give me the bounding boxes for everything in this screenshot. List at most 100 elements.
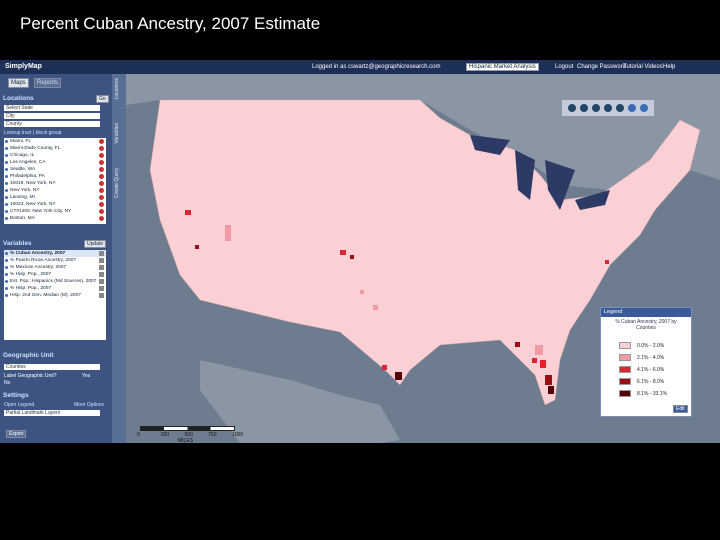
profile-select[interactable]: Hispanic Market Analysis <box>466 63 539 71</box>
delete-icon[interactable] <box>99 139 104 144</box>
scale-label: 750 <box>208 432 217 438</box>
delete-icon[interactable] <box>99 216 104 221</box>
delete-icon[interactable] <box>99 265 104 270</box>
section-title: Settings <box>3 392 29 399</box>
text-input[interactable]: City <box>4 113 100 119</box>
logo: SimplyMap <box>5 63 42 70</box>
variable-item[interactable]: Est. Pop.: Hispanics (Md Sources), 2007 <box>4 278 106 285</box>
text-input[interactable]: County <box>4 121 100 127</box>
delete-icon[interactable] <box>99 258 104 263</box>
delete-icon[interactable] <box>99 286 104 291</box>
delete-icon[interactable] <box>99 251 104 256</box>
scale-label: 500 <box>184 432 193 438</box>
delete-icon[interactable] <box>99 167 104 172</box>
legend-item: 8.1% - 33.1% <box>619 390 689 398</box>
edit-button[interactable]: Edit <box>673 405 688 413</box>
mexico <box>200 360 400 443</box>
more-options-link[interactable]: More Options <box>74 402 105 408</box>
menu-link[interactable]: Logout <box>555 64 574 70</box>
variable-item[interactable]: % Cuban Ancestry, 2007 <box>4 250 106 257</box>
location-item[interactable]: Chicago, IL <box>4 152 106 159</box>
delete-icon[interactable] <box>99 195 104 200</box>
variable-item[interactable]: % Mexican Ancestry, 2007 <box>4 264 106 271</box>
section-title: Variables <box>3 240 32 247</box>
legend-swatch <box>619 366 631 373</box>
high-percentage-counties <box>185 210 609 394</box>
location-item[interactable]: Los Angeles, CA <box>4 159 106 166</box>
location-item[interactable]: Seattle, WA <box>4 166 106 173</box>
export-button[interactable]: Export <box>6 430 27 438</box>
tab[interactable]: Reports <box>34 78 62 88</box>
delete-icon[interactable] <box>99 160 104 165</box>
variable-item[interactable]: % Hisp. Pop., 2007 <box>4 271 106 278</box>
delete-icon[interactable] <box>99 209 104 214</box>
variable-item[interactable]: Hisp. 2nd Gen. Median (M), 2007 <box>4 292 106 299</box>
legend: Legend % Cuban Ancestry, 2007 by Countie… <box>600 307 692 417</box>
label-question: Label Geographic Unit? <box>4 373 57 379</box>
scale-label: 0 <box>137 432 140 438</box>
legend-item: 2.1% - 4.0% <box>619 354 689 362</box>
delete-icon[interactable] <box>99 146 104 151</box>
legend-swatch <box>619 390 631 397</box>
map-toolbar[interactable] <box>562 100 654 116</box>
location-item[interactable]: CT#1200, New York City, NY <box>4 208 106 215</box>
location-item[interactable]: Boston, MA <box>4 215 106 222</box>
side-tab[interactable]: Create Query <box>114 168 120 199</box>
menu-link[interactable]: Help <box>663 64 676 70</box>
lookup-link[interactable]: Lookup tract | block group <box>4 130 62 136</box>
location-item[interactable]: Miami, FL <box>4 138 106 145</box>
variable-list: % Cuban Ancestry, 2007% Puerto Rican Anc… <box>4 250 106 340</box>
legend-title: Legend <box>601 308 691 317</box>
delete-icon[interactable] <box>99 153 104 158</box>
great-lakes <box>470 135 610 210</box>
delete-icon[interactable] <box>99 188 104 193</box>
scale-label: 1000 <box>232 432 244 438</box>
map <box>115 74 720 443</box>
slide-title: Percent Cuban Ancestry, 2007 Estimate <box>20 14 321 33</box>
go-button[interactable]: Go <box>96 95 109 103</box>
menu-link[interactable]: Tutorial Videos <box>623 64 663 70</box>
tab[interactable]: Maps <box>8 78 29 88</box>
open-legend-link[interactable]: Open Legend <box>4 402 35 408</box>
legend-label: 8.1% - 33.1% <box>637 391 668 397</box>
yes-option[interactable]: Yes <box>82 373 91 379</box>
scale-bar: 0 250 500 750 1000 MILES <box>137 426 243 443</box>
united-states <box>149 99 701 406</box>
delete-icon[interactable] <box>99 174 104 179</box>
location-item[interactable]: Lansing, MI <box>4 194 106 201</box>
location-item[interactable]: 10023, New York, NY <box>4 201 106 208</box>
legend-label: 2.1% - 4.0% <box>637 355 665 361</box>
scale-label: 250 <box>160 432 170 438</box>
top-bar: SimplyMap Logged in as cswartz@geographi… <box>0 60 720 74</box>
delete-icon[interactable] <box>99 202 104 207</box>
variable-item[interactable]: % Hisp. Pop., 2007 <box>4 285 106 292</box>
variable-item[interactable]: % Puerto Rican Ancestry, 2007 <box>4 257 106 264</box>
section-title: Locations <box>3 95 34 102</box>
legend-subtitle: % Cuban Ancestry, 2007 by Counties <box>615 319 677 331</box>
location-item[interactable]: 10019, New York, NY <box>4 180 106 187</box>
legend-label: 4.1% - 6.0% <box>637 367 665 373</box>
unit-select[interactable]: Counties <box>4 364 100 370</box>
logged-in: Logged in as cswartz@geographicresearch.… <box>312 64 441 70</box>
menu-link[interactable]: Change Password <box>577 64 627 70</box>
delete-icon[interactable] <box>99 272 104 277</box>
location-item[interactable]: New York, NY <box>4 187 106 194</box>
section-title: Geographic Unit <box>3 352 54 359</box>
app-window: SimplyMap Logged in as cswartz@geographi… <box>0 60 720 443</box>
delete-icon[interactable] <box>99 293 104 298</box>
update-button[interactable]: Update <box>84 240 107 248</box>
delete-icon[interactable] <box>99 279 104 284</box>
location-item[interactable]: Philadelphia, PA <box>4 173 106 180</box>
side-tab[interactable]: Locations <box>114 78 120 100</box>
layers-select[interactable]: Partial Landmark Layers <box>4 410 100 416</box>
legend-swatch <box>619 378 631 385</box>
no-option[interactable]: No <box>4 380 11 386</box>
text-input[interactable]: Select State <box>4 105 100 111</box>
side-tab[interactable]: Variables <box>114 123 120 144</box>
location-item[interactable]: Miami-Dade County, FL <box>4 145 106 152</box>
legend-item: 6.1% - 8.0% <box>619 378 689 386</box>
location-list: Miami, FL Miami-Dade County, FL Chicago, I… <box>4 138 106 224</box>
side-tabs: Locations Variables Create Query <box>112 74 126 443</box>
delete-icon[interactable] <box>99 181 104 186</box>
